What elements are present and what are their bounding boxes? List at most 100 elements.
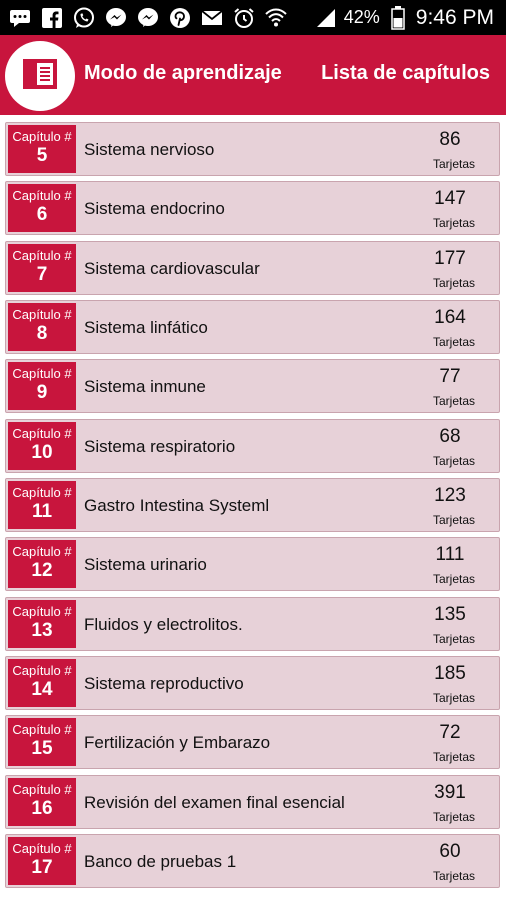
chapter-title: Revisión del examen final esencial xyxy=(84,793,345,812)
chapter-badge-label: Capítulo # xyxy=(12,366,72,381)
chapter-badge: Capítulo # 12 xyxy=(8,540,76,588)
whatsapp-icon xyxy=(72,6,96,30)
card-count-unit: Tarjetas xyxy=(432,810,476,824)
chapter-row[interactable]: Capítulo # 6 Sistema endocrino 147 Tarje… xyxy=(5,181,500,235)
chapter-number: 15 xyxy=(31,738,53,759)
page-title: Modo de aprendizaje xyxy=(84,62,282,84)
chapter-badge-label: Capítulo # xyxy=(12,188,72,203)
chapter-badge-label: Capítulo # xyxy=(12,485,72,500)
chapter-row[interactable]: Capítulo # 16 Revisión del examen final … xyxy=(5,775,500,829)
chapter-badge: Capítulo # 7 xyxy=(8,244,76,292)
chapter-number: 9 xyxy=(36,382,48,403)
chapter-title: Fertilización y Embarazo xyxy=(84,733,271,752)
chapter-badge: Capítulo # 11 xyxy=(8,481,76,529)
card-count: 111 xyxy=(435,544,465,565)
chapter-badge: Capítulo # 10 xyxy=(8,422,76,470)
chapter-badge: Capítulo # 5 xyxy=(8,125,76,173)
chapter-badge: Capítulo # 14 xyxy=(8,659,76,707)
chapter-title: Sistema nervioso xyxy=(84,140,215,159)
chapter-badge-label: Capítulo # xyxy=(12,782,72,797)
chapter-number: 17 xyxy=(31,857,53,878)
battery-percent: 42% xyxy=(343,7,380,27)
card-count: 391 xyxy=(434,782,466,803)
chapter-row[interactable]: Capítulo # 12 Sistema urinario 111 Tarje… xyxy=(5,537,500,591)
card-count-unit: Tarjetas xyxy=(432,572,476,586)
chapter-row[interactable]: Capítulo # 8 Sistema linfático 164 Tarje… xyxy=(5,300,500,354)
chapter-row[interactable]: Capítulo # 7 Sistema cardiovascular 177 … xyxy=(5,241,500,295)
card-count-unit: Tarjetas xyxy=(432,869,476,883)
alarm-icon xyxy=(232,6,256,30)
app-logo[interactable] xyxy=(5,41,75,111)
chapter-badge: Capítulo # 8 xyxy=(8,303,76,351)
card-count: 123 xyxy=(434,485,466,506)
wifi-icon xyxy=(264,6,288,30)
signal-icon xyxy=(314,6,338,30)
chapter-number: 11 xyxy=(31,501,53,522)
card-count-unit: Tarjetas xyxy=(432,157,476,171)
card-count-unit: Tarjetas xyxy=(432,454,476,468)
card-count: 177 xyxy=(434,248,466,269)
chapter-badge: Capítulo # 16 xyxy=(8,778,76,826)
chapter-title: Fluidos y electrolitos. xyxy=(84,615,243,634)
card-count: 68 xyxy=(439,426,461,447)
chapter-badge-label: Capítulo # xyxy=(12,722,72,737)
chapter-number: 5 xyxy=(36,145,48,166)
chapter-title: Sistema linfático xyxy=(84,318,208,337)
card-count: 86 xyxy=(439,129,461,150)
messenger-icon xyxy=(136,6,160,30)
card-count-unit: Tarjetas xyxy=(432,394,476,408)
chapter-badge-label: Capítulo # xyxy=(12,129,72,144)
chapter-row[interactable]: Capítulo # 14 Sistema reproductivo 185 T… xyxy=(5,656,500,710)
card-count-unit: Tarjetas xyxy=(432,276,476,290)
messenger-icon xyxy=(104,6,128,30)
chapter-title: Sistema respiratorio xyxy=(84,437,236,456)
chapter-badge: Capítulo # 17 xyxy=(8,837,76,885)
card-count: 185 xyxy=(434,663,466,684)
card-count-unit: Tarjetas xyxy=(432,750,476,764)
battery-icon xyxy=(386,5,410,30)
chapter-title: Sistema urinario xyxy=(84,555,207,574)
chapter-row[interactable]: Capítulo # 15 Fertilización y Embarazo 7… xyxy=(5,715,500,769)
chapter-badge-label: Capítulo # xyxy=(12,663,72,678)
status-bar: 42% 9:46 PM xyxy=(0,0,506,35)
chapter-number: 6 xyxy=(36,204,48,225)
card-count: 72 xyxy=(439,722,461,743)
chapter-row[interactable]: Capítulo # 9 Sistema inmune 77 Tarjetas xyxy=(5,359,500,413)
card-count-unit: Tarjetas xyxy=(432,632,476,646)
chapter-badge-label: Capítulo # xyxy=(12,248,72,263)
chapter-title: Gastro Intestina Systeml xyxy=(84,496,270,515)
chapter-number: 7 xyxy=(36,264,48,285)
card-count-unit: Tarjetas xyxy=(432,216,476,230)
chapter-badge-label: Capítulo # xyxy=(12,544,72,559)
card-count: 77 xyxy=(439,366,461,387)
chapter-title: Sistema endocrino xyxy=(84,199,225,218)
card-count: 164 xyxy=(434,307,466,328)
card-count-unit: Tarjetas xyxy=(432,513,476,527)
chapter-badge-label: Capítulo # xyxy=(12,426,72,441)
card-count: 135 xyxy=(434,604,466,625)
chapter-number: 8 xyxy=(36,323,48,344)
chapter-number: 14 xyxy=(31,679,53,700)
chapter-row[interactable]: Capítulo # 13 Fluidos y electrolitos. 13… xyxy=(5,597,500,651)
app-header: Modo de aprendizaje Lista de capítulos xyxy=(0,35,506,115)
chapter-number: 13 xyxy=(31,620,53,641)
page-subtitle: Lista de capítulos xyxy=(321,62,490,84)
chapter-number: 12 xyxy=(31,560,53,581)
chapter-row[interactable]: Capítulo # 11 Gastro Intestina Systeml 1… xyxy=(5,478,500,532)
card-count: 147 xyxy=(434,188,466,209)
chapter-badge-label: Capítulo # xyxy=(12,841,72,856)
chapter-badge-label: Capítulo # xyxy=(12,604,72,619)
card-count-unit: Tarjetas xyxy=(432,335,476,349)
chapter-row[interactable]: Capítulo # 10 Sistema respiratorio 68 Ta… xyxy=(5,419,500,473)
chapter-row[interactable]: Capítulo # 17 Banco de pruebas 1 60 Tarj… xyxy=(5,834,500,888)
chapter-badge: Capítulo # 6 xyxy=(8,184,76,232)
chapter-title: Sistema cardiovascular xyxy=(84,259,260,278)
chapter-row[interactable]: Capítulo # 5 Sistema nervioso 86 Tarjeta… xyxy=(5,122,500,176)
card-count: 60 xyxy=(439,841,461,862)
facebook-icon xyxy=(40,6,64,30)
chapter-title: Sistema inmune xyxy=(84,377,206,396)
chapter-title: Banco de pruebas 1 xyxy=(84,852,237,871)
book-icon xyxy=(23,58,57,94)
chapter-badge: Capítulo # 15 xyxy=(8,718,76,766)
chapter-badge: Capítulo # 9 xyxy=(8,362,76,410)
